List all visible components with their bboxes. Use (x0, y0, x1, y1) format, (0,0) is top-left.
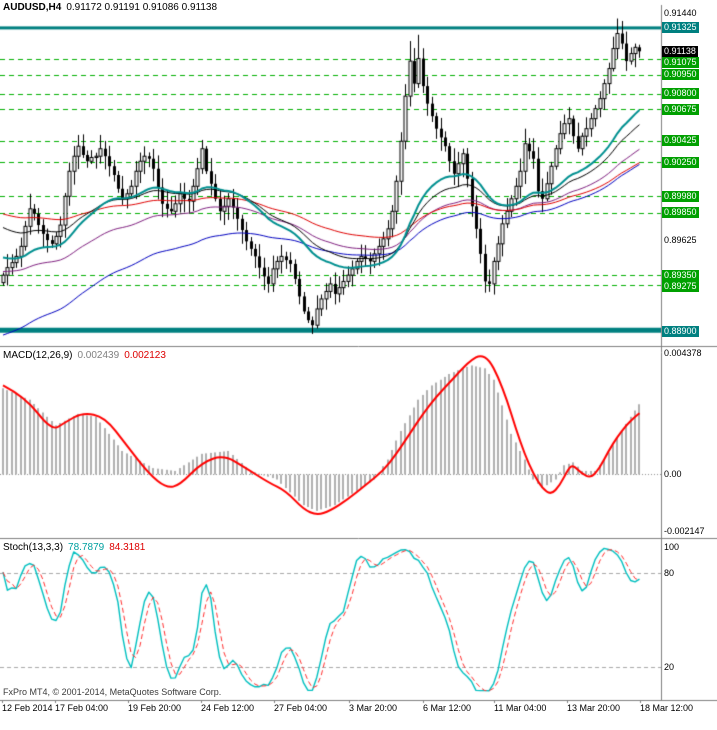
chart-canvas[interactable] (0, 0, 717, 730)
mt4-chart-window: AUDUSD,H4 0.91172 0.91191 0.91086 0.91138… (0, 0, 717, 730)
